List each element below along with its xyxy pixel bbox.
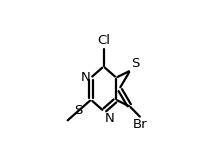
Text: S: S — [131, 57, 139, 70]
Text: Cl: Cl — [97, 34, 110, 47]
Text: S: S — [74, 104, 83, 117]
Text: N: N — [104, 112, 114, 125]
Text: N: N — [81, 71, 91, 84]
Text: Br: Br — [133, 118, 148, 131]
